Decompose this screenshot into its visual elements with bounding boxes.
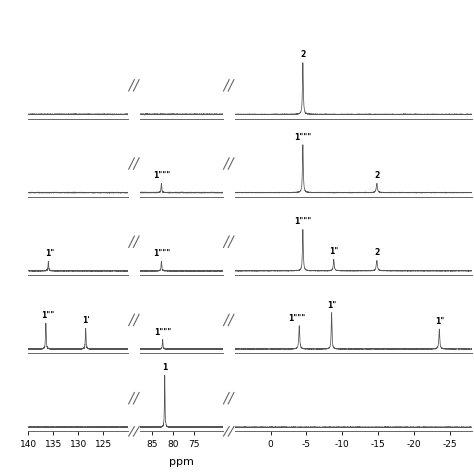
- Text: 2: 2: [374, 171, 380, 180]
- Text: 1': 1': [82, 316, 90, 325]
- Text: 1: 1: [162, 363, 167, 372]
- Text: 1": 1": [327, 301, 336, 310]
- Text: 1""": 1""": [288, 313, 305, 322]
- Text: 2: 2: [300, 50, 305, 59]
- Text: 1": 1": [329, 247, 338, 256]
- Text: 1": 1": [45, 249, 55, 258]
- Text: 1""": 1""": [294, 133, 311, 142]
- Text: 1": 1": [435, 317, 444, 326]
- Text: 1""": 1""": [294, 217, 311, 226]
- Text: 1""": 1""": [153, 171, 170, 180]
- Text: ppm: ppm: [169, 457, 194, 467]
- Text: 1""": 1""": [154, 328, 171, 337]
- Text: 1"": 1"": [41, 311, 54, 320]
- Text: 2: 2: [374, 248, 380, 257]
- Text: 1""": 1""": [153, 249, 170, 258]
